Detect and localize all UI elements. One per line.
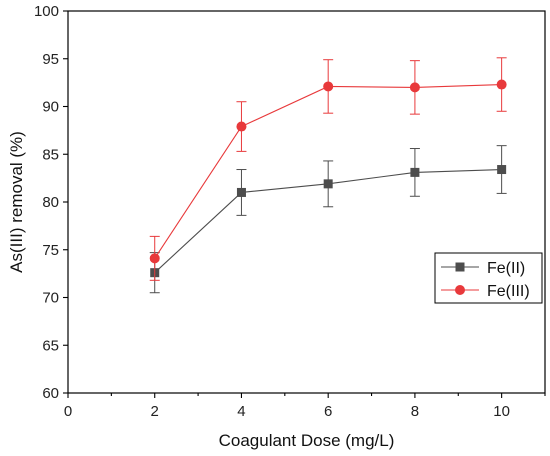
y-tick-label: 60 (42, 385, 59, 402)
y-tick-label: 80 (42, 194, 59, 211)
legend: Fe(II) Fe(III) (434, 252, 543, 304)
data-point (236, 187, 246, 197)
axis-ticks: 0 2 4 6 8 10 60 65 70 75 80 85 90 95 100 (34, 3, 546, 420)
x-tick-label: 2 (151, 403, 159, 420)
y-tick-label: 85 (42, 146, 59, 163)
x-tick-label: 0 (64, 403, 72, 420)
data-point (496, 79, 507, 90)
legend-item: Fe(II) (441, 260, 525, 277)
series-fe-iii- (149, 57, 507, 281)
data-point (323, 81, 334, 92)
y-tick-label: 95 (42, 51, 59, 68)
y-tick-label: 90 (42, 99, 59, 116)
series-layer (149, 57, 507, 294)
x-tick-label: 6 (324, 403, 332, 420)
data-point (409, 82, 420, 93)
plot-axes (67, 10, 546, 394)
data-point (497, 165, 507, 175)
legend-marker (455, 262, 465, 272)
data-point (410, 167, 420, 177)
x-tick-label: 8 (411, 403, 419, 420)
y-tick-label: 100 (34, 3, 59, 20)
plot-frame (67, 10, 546, 394)
data-point (149, 253, 160, 264)
data-point (323, 179, 333, 189)
data-point (236, 121, 247, 132)
legend-item: Fe(III) (441, 283, 530, 300)
legend-box (434, 252, 543, 304)
y-tick-label: 70 (42, 290, 59, 307)
y-tick-label: 75 (42, 242, 59, 259)
x-tick-label: 4 (237, 403, 245, 420)
x-axis-title: Coagulant Dose (mg/L) (219, 431, 395, 450)
y-tick-label: 65 (42, 337, 59, 354)
legend-marker (455, 285, 465, 295)
x-tick-label: 10 (493, 403, 510, 420)
y-axis-title: As(III) removal (%) (7, 131, 26, 273)
legend-label: Fe(II) (487, 260, 525, 277)
legend-label: Fe(III) (487, 283, 530, 300)
